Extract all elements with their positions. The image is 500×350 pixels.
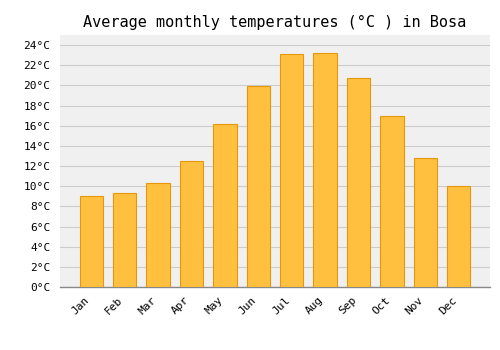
Bar [314, 53, 337, 287]
Bar [146, 183, 170, 287]
Bar [246, 86, 270, 287]
Bar [347, 78, 370, 287]
Bar [380, 116, 404, 287]
Bar [447, 186, 470, 287]
Title: Average monthly temperatures (°C ) in Bosa: Average monthly temperatures (°C ) in Bo… [84, 15, 466, 30]
Bar [280, 54, 303, 287]
Bar [80, 196, 103, 287]
Bar [180, 161, 203, 287]
Bar [113, 193, 136, 287]
Bar [213, 124, 236, 287]
Bar [414, 158, 437, 287]
